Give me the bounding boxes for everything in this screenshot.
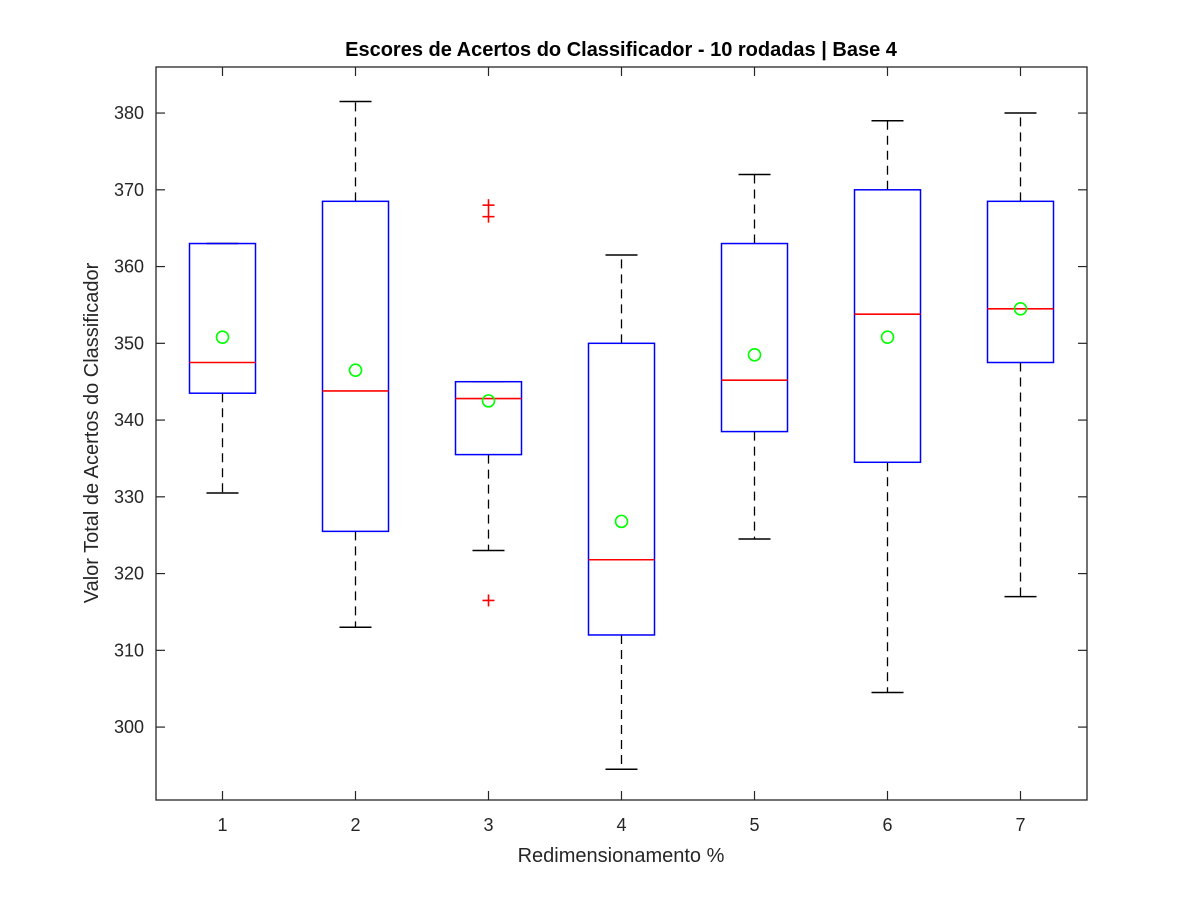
y-tick-label: 330: [114, 487, 144, 507]
mean-marker: [880, 330, 895, 344]
mean-marker: [747, 348, 762, 362]
y-tick-label: 350: [114, 333, 144, 353]
iqr-box: [587, 342, 656, 636]
y-tick-label: 320: [114, 564, 144, 584]
box-group-2: [321, 100, 390, 629]
iqr-box: [321, 200, 390, 533]
x-tick-label: 4: [616, 815, 626, 835]
mean-marker: [1013, 301, 1028, 316]
outlier-marker: [482, 594, 495, 607]
y-axis-label: Valor Total de Acertos do Classificador: [81, 262, 103, 603]
x-axis-label: Redimensionamento %: [518, 845, 725, 867]
mean-marker: [614, 514, 629, 529]
y-tick-label: 360: [114, 257, 144, 277]
outlier-marker: [482, 199, 495, 212]
chart-title: Escores de Acertos do Classificador - 10…: [345, 39, 898, 61]
iqr-box: [986, 200, 1055, 364]
x-tick-label: 3: [483, 815, 493, 835]
y-tick-label: 310: [114, 640, 144, 660]
x-tick-label: 5: [749, 815, 759, 835]
iqr-box: [188, 242, 257, 394]
outlier-marker: [482, 210, 495, 223]
box-group-6: [853, 119, 922, 694]
y-tick-label: 300: [114, 717, 144, 737]
box-group-3: [454, 199, 523, 607]
box-group-4: [587, 254, 656, 771]
mean-marker: [348, 363, 363, 377]
y-tick-label: 380: [114, 103, 144, 123]
axes-frame: [155, 66, 1088, 801]
iqr-box: [720, 242, 789, 433]
x-tick-label: 6: [882, 815, 892, 835]
mean-marker: [215, 330, 230, 344]
iqr-box: [454, 380, 523, 456]
x-tick-label: 1: [217, 815, 227, 835]
y-tick-label: 370: [114, 180, 144, 200]
y-tick-label: 340: [114, 410, 144, 430]
mean-marker: [481, 394, 496, 408]
x-tick-label: 7: [1015, 815, 1025, 835]
iqr-box: [853, 189, 922, 464]
box-group-5: [720, 173, 789, 540]
box-group-7: [986, 112, 1055, 598]
plot-area: 300 310 320 330 340 350 360 370 380 1 2 3 4 5 6 7: [114, 66, 1088, 835]
x-tick-label: 2: [350, 815, 360, 835]
box-group-1: [188, 242, 257, 494]
